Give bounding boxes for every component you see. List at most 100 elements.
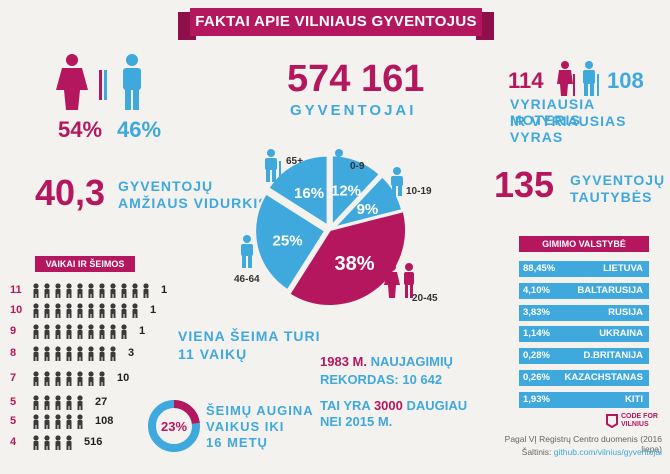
child-icon [110, 303, 116, 318]
child-icon [55, 303, 61, 318]
child-icon [99, 346, 105, 361]
child-icon [33, 324, 39, 339]
child-icon [110, 283, 116, 298]
child-icon [55, 435, 61, 450]
birth-country-name: KITI [625, 393, 643, 405]
child-icon [33, 395, 39, 410]
birth-country-row: 0,28% D.BRITANIJA [519, 348, 649, 365]
children-count: 9 [10, 325, 17, 337]
child-icon [77, 324, 83, 339]
birth-country-percent: 88,45% [523, 263, 556, 274]
female-percent: 54% [58, 117, 103, 142]
child-icon [99, 371, 105, 386]
child-icon [110, 346, 116, 361]
age-average-value: 40,3 [35, 172, 106, 213]
age-label-10-19: 10-19 [406, 186, 432, 197]
birth-country-name: LIETUVA [603, 263, 643, 274]
adult-couple-icon [384, 263, 414, 298]
senior-icon [265, 149, 281, 182]
source-link[interactable]: github.com/vilnius/gyventojai [553, 447, 662, 457]
birth-country-name: UKRAINA [599, 328, 643, 340]
pie-label-20-45: 38% [335, 253, 375, 275]
birth-country-name: D.BRITANIJA [583, 350, 643, 362]
children-count: 7 [10, 372, 17, 384]
pie-slice-46-64 [254, 192, 327, 292]
children-icons [33, 283, 149, 298]
oldest-woman-age: 114 [508, 68, 544, 93]
age-label-46-64: 46-64 [234, 274, 260, 285]
child-icon [66, 303, 72, 318]
gender-divider [99, 70, 102, 100]
child-icon [55, 283, 61, 298]
kids-line2: VAIKUS IKI [206, 419, 285, 434]
age-average-line2: AMŽIAUS VIDURKIS [118, 195, 269, 211]
oldest-line2: IR VYRIAUSIAS VYRAS [510, 113, 627, 145]
children-count: 8 [10, 347, 17, 359]
child-icon [66, 414, 72, 429]
child-icon [77, 395, 83, 410]
code-for-vilnius-logo-icon [606, 414, 618, 428]
child-icon [88, 283, 94, 298]
birth-country-row: 3,83% RUSIJA [519, 304, 649, 321]
children-count: 10 [10, 304, 23, 316]
families-count: 3 [128, 347, 135, 359]
child-icon [77, 371, 83, 386]
nationalities-line2: TAUTYBĖS [570, 189, 653, 205]
age-average-line1: GYVENTOJŲ [118, 178, 214, 194]
source-note: Pagal VĮ Registrų Centro duomenis (2016 … [504, 434, 662, 454]
child-icon [44, 371, 50, 386]
kids-line3: 16 METŲ [206, 435, 268, 450]
child-icon [333, 149, 345, 172]
child-icon [55, 346, 61, 361]
birth-country-name: KAZACHSTANAS [564, 372, 643, 383]
age-label-0-9: 0-9 [350, 161, 365, 172]
child-icon [99, 283, 105, 298]
child-icon [121, 303, 127, 318]
population-value: 574 161 [287, 58, 425, 100]
donut-label: 23% [161, 419, 187, 434]
child-icon [44, 283, 50, 298]
children-count: 11 [10, 284, 22, 296]
oldest-line1: VYRIAUSIA MOTERIS [510, 96, 595, 128]
birth-country-percent: 0,28% [523, 350, 550, 362]
child-icon [33, 283, 39, 298]
child-icon [143, 283, 149, 298]
child-icon [55, 371, 61, 386]
child-icon [77, 414, 83, 429]
children-icons [33, 346, 116, 361]
child-icon [77, 346, 83, 361]
birth-country-percent: 1,93% [523, 393, 550, 405]
child-icon [88, 371, 94, 386]
child-icon [66, 395, 72, 410]
birth-country-name: RUSIJA [608, 306, 643, 318]
birth-country-percent: 0,26% [523, 372, 550, 383]
male-percent: 46% [117, 117, 162, 142]
children-icons [33, 371, 105, 386]
children-icons [33, 324, 127, 339]
children-icons [33, 303, 138, 318]
child-icon [66, 324, 72, 339]
families-count: 1 [150, 304, 157, 316]
families-count: 108 [95, 415, 114, 427]
kids-donut-chart: 23% [148, 400, 200, 452]
birth-country-row: 1,93% KITI [519, 391, 649, 408]
code-for-vilnius-logo: CODE FOR VILNIUS [621, 413, 658, 428]
family-note-line2: 11 VAIKŲ [178, 346, 248, 362]
nationalities-value: 135 [494, 164, 555, 205]
children-icons [33, 395, 83, 410]
gender-icons [56, 54, 141, 110]
child-icon [55, 324, 61, 339]
child-icon [44, 324, 50, 339]
female-icon [56, 54, 88, 110]
source-link-row: Šaltinis: github.com/vilnius/gyventojai [521, 447, 662, 457]
newborn-label: NAUJAGIMIŲ [370, 354, 453, 369]
newborn-year: 1983 M. [320, 354, 367, 369]
pie-label-65plus: 16% [294, 185, 324, 202]
kids-line1: ŠEIMŲ AUGINA [206, 403, 314, 418]
child-icon [55, 414, 61, 429]
child-icon [132, 303, 138, 318]
child-icon [44, 395, 50, 410]
child-icon [44, 414, 50, 429]
page-title: FAKTAI APIE VILNIAUS GYVENTOJUS [195, 13, 477, 30]
pie-slice-0-9 [330, 154, 382, 228]
